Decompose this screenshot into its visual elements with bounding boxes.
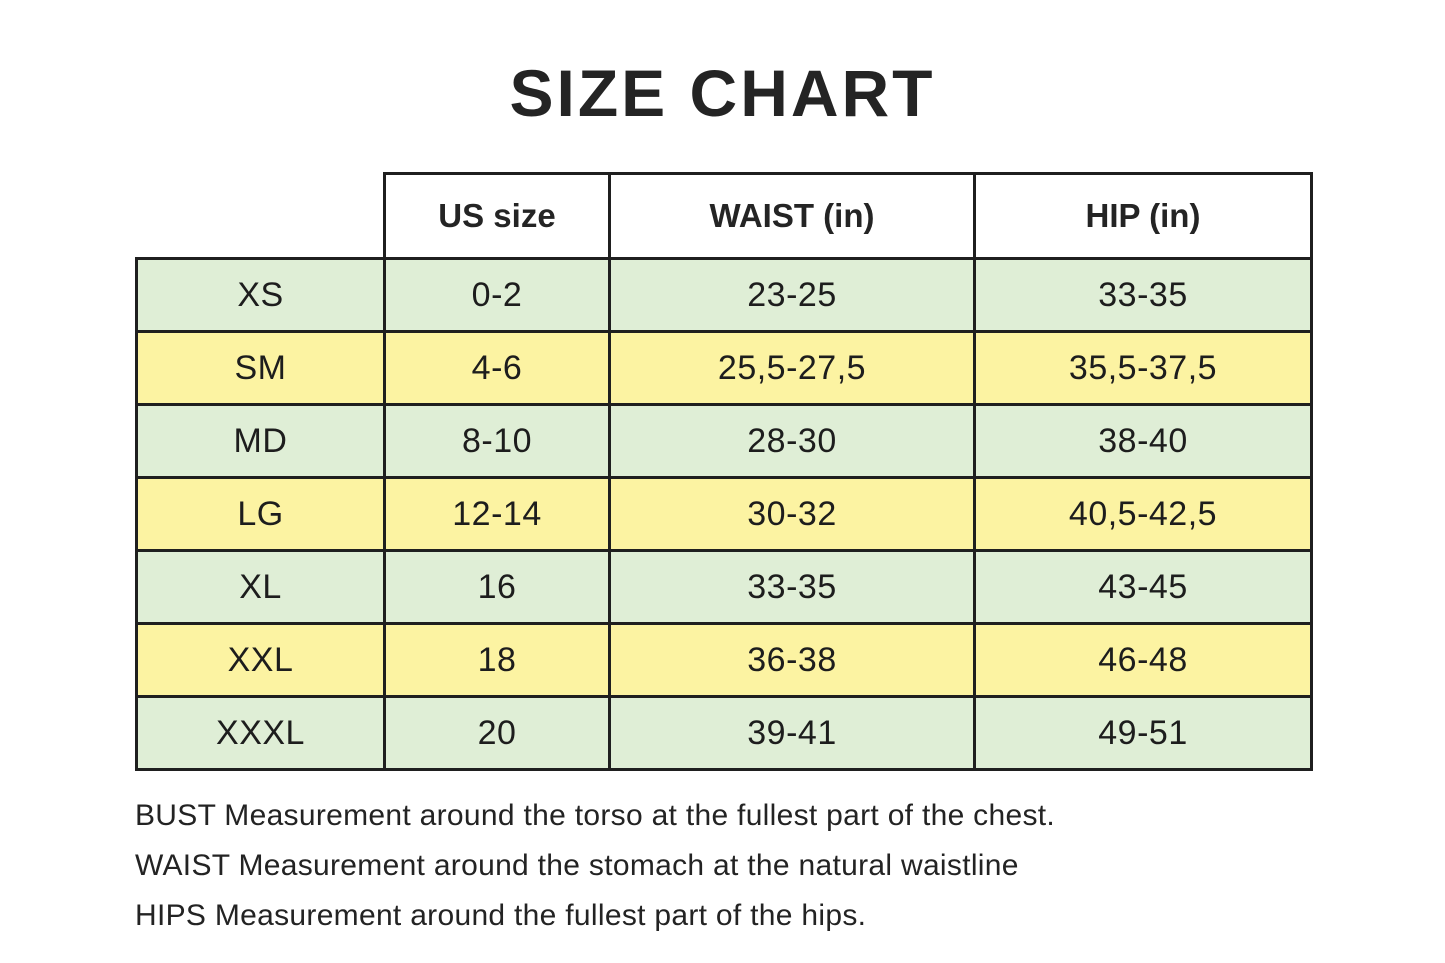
cell-waist: 30-32 — [608, 476, 976, 552]
table-row-lg: LG 12-14 30-32 40,5-42,5 — [135, 476, 1313, 552]
cell-size-label: XXL — [135, 622, 386, 698]
cell-waist: 36-38 — [608, 622, 976, 698]
cell-hip: 38-40 — [973, 403, 1313, 479]
header-cell-empty — [137, 174, 385, 259]
note-waist: WAIST Measurement around the stomach at … — [135, 849, 1019, 882]
cell-us-size: 20 — [383, 695, 611, 771]
table-row-sm: SM 4-6 25,5-27,5 35,5-37,5 — [135, 330, 1313, 406]
cell-us-size: 16 — [383, 549, 611, 625]
table-row-xxl: XXL 18 36-38 46-48 — [135, 622, 1313, 698]
cell-hip: 35,5-37,5 — [973, 330, 1313, 406]
cell-waist: 33-35 — [608, 549, 976, 625]
note-hips: HIPS Measurement around the fullest part… — [135, 899, 867, 932]
table-header-row: US size WAIST (in) HIP (in) — [137, 172, 1313, 260]
table-row-xxxl: XXXL 20 39-41 49-51 — [135, 695, 1313, 771]
cell-hip: 43-45 — [973, 549, 1313, 625]
cell-size-label: LG — [135, 476, 386, 552]
measurement-notes: BUST Measurement around the torso at the… — [135, 791, 1335, 941]
header-cell-hip: HIP (in) — [973, 172, 1313, 260]
size-chart-table: US size WAIST (in) HIP (in) XS 0-2 23-25… — [135, 172, 1313, 771]
cell-size-label: SM — [135, 330, 386, 406]
cell-hip: 49-51 — [973, 695, 1313, 771]
table-row-xl: XL 16 33-35 43-45 — [135, 549, 1313, 625]
cell-us-size: 4-6 — [383, 330, 611, 406]
cell-us-size: 0-2 — [383, 257, 611, 333]
cell-waist: 28-30 — [608, 403, 976, 479]
cell-us-size: 8-10 — [383, 403, 611, 479]
header-cell-waist: WAIST (in) — [608, 172, 976, 260]
cell-hip: 33-35 — [973, 257, 1313, 333]
cell-size-label: XL — [135, 549, 386, 625]
cell-us-size: 12-14 — [383, 476, 611, 552]
cell-size-label: XS — [135, 257, 386, 333]
header-cell-us-size: US size — [383, 172, 611, 260]
cell-size-label: MD — [135, 403, 386, 479]
cell-size-label: XXXL — [135, 695, 386, 771]
cell-waist: 23-25 — [608, 257, 976, 333]
note-bust: BUST Measurement around the torso at the… — [135, 799, 1056, 832]
cell-waist: 39-41 — [608, 695, 976, 771]
cell-hip: 40,5-42,5 — [973, 476, 1313, 552]
cell-hip: 46-48 — [973, 622, 1313, 698]
table-row-xs: XS 0-2 23-25 33-35 — [135, 257, 1313, 333]
page-title: SIZE CHART — [509, 56, 936, 130]
cell-us-size: 18 — [383, 622, 611, 698]
table-row-md: MD 8-10 28-30 38-40 — [135, 403, 1313, 479]
cell-waist: 25,5-27,5 — [608, 330, 976, 406]
